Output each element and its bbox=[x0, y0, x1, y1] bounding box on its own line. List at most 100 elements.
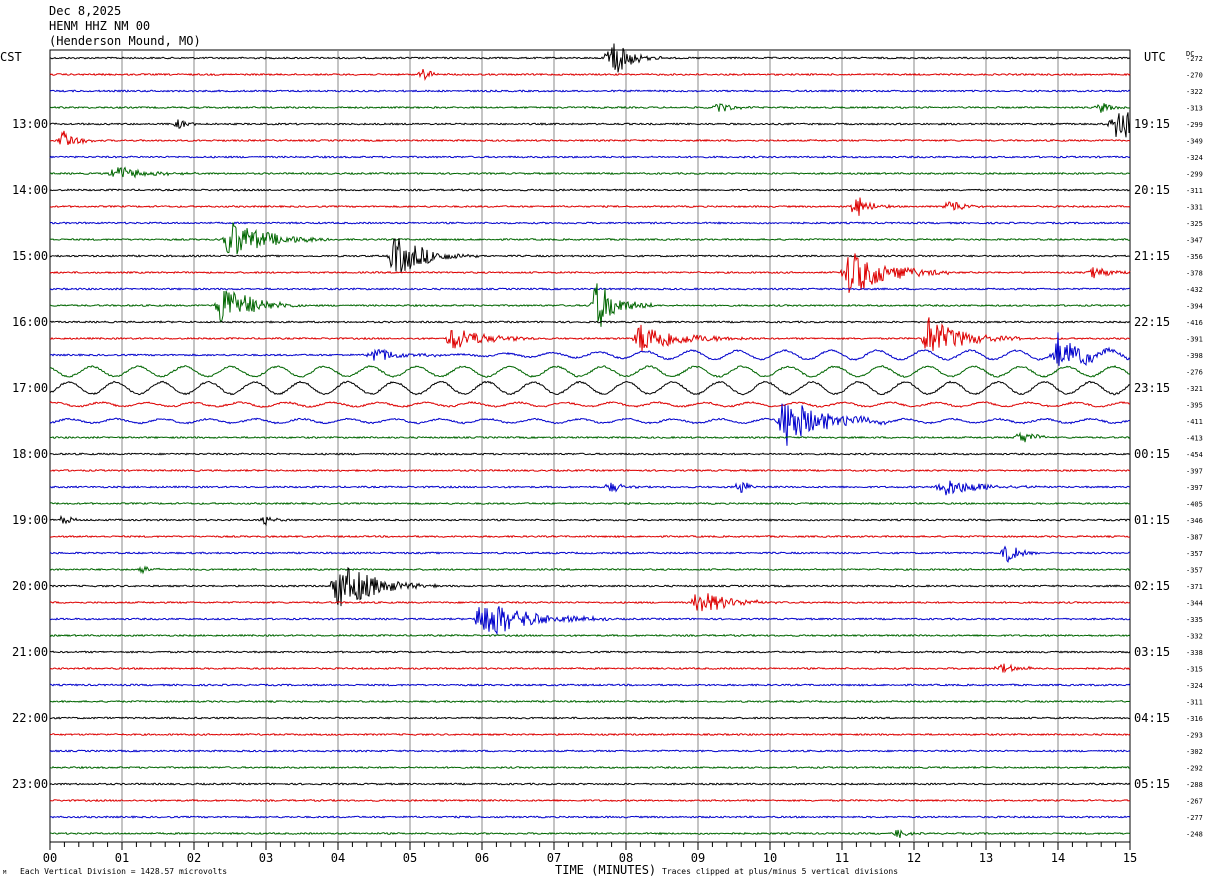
right-hour-label: 01:15 bbox=[1134, 513, 1170, 527]
dc-offset-value: -322 bbox=[1186, 88, 1203, 96]
trace-row-1 bbox=[49, 68, 1131, 81]
right-hour-label: 21:15 bbox=[1134, 249, 1170, 263]
trace-row-36 bbox=[49, 650, 1131, 654]
dc-offset-value: -299 bbox=[1186, 121, 1203, 129]
left-hour-label: 16:00 bbox=[12, 315, 48, 329]
right-hour-label: 05:15 bbox=[1134, 777, 1170, 791]
dc-offset-value: -357 bbox=[1186, 550, 1203, 558]
trace-row-10 bbox=[49, 221, 1131, 225]
trace-row-32 bbox=[49, 566, 1131, 607]
right-hour-label: 19:15 bbox=[1134, 117, 1170, 131]
dc-offset-value: -395 bbox=[1186, 402, 1203, 410]
trace-row-34 bbox=[49, 606, 1131, 636]
x-tick-label: 05 bbox=[403, 851, 417, 865]
trace-row-18 bbox=[49, 332, 1131, 366]
trace-row-23 bbox=[50, 431, 1131, 443]
dc-offset-value: -378 bbox=[1186, 270, 1203, 278]
station-code: HENM HHZ NM 00 bbox=[49, 19, 151, 33]
x-tick-label: 14 bbox=[1051, 851, 1065, 865]
trace-row-44 bbox=[49, 782, 1131, 786]
dc-offset-value: -398 bbox=[1186, 352, 1203, 360]
trace-row-15 bbox=[49, 283, 1131, 327]
dc-offset-value: -344 bbox=[1186, 600, 1203, 608]
trace-row-33 bbox=[49, 593, 1131, 612]
x-tick-label: 07 bbox=[547, 851, 561, 865]
right-hour-label: 00:15 bbox=[1134, 447, 1170, 461]
right-hour-label: 02:15 bbox=[1134, 579, 1170, 593]
left-timezone-label: CST bbox=[0, 50, 22, 64]
dc-offset-value: -325 bbox=[1186, 220, 1203, 228]
dc-offset-value: -397 bbox=[1186, 468, 1203, 476]
dc-offset-value: -411 bbox=[1186, 418, 1203, 426]
x-tick-label: 03 bbox=[259, 851, 273, 865]
dc-offset-value: -397 bbox=[1186, 484, 1203, 492]
trace-row-0 bbox=[49, 43, 1131, 73]
dc-offset-value: -267 bbox=[1186, 798, 1203, 806]
station-location: (Henderson Mound, MO) bbox=[49, 34, 201, 48]
trace-row-26 bbox=[49, 480, 1131, 496]
left-hour-label: 14:00 bbox=[12, 183, 48, 197]
dc-offset-value: -292 bbox=[1186, 765, 1203, 773]
dc-offset-value: -313 bbox=[1186, 105, 1203, 113]
left-hour-label: 23:00 bbox=[12, 777, 48, 791]
left-hour-label: 13:00 bbox=[12, 117, 48, 131]
trace-row-47 bbox=[49, 829, 1131, 839]
trace-row-35 bbox=[49, 633, 1131, 638]
x-tick-label: 13 bbox=[979, 851, 993, 865]
trace-row-20 bbox=[49, 380, 1131, 396]
dc-offset-value: -432 bbox=[1186, 286, 1203, 294]
scale-note: Each Vertical Division = 1428.57 microvo… bbox=[20, 867, 227, 876]
trace-row-7 bbox=[49, 166, 1131, 179]
x-tick-label: 12 bbox=[907, 851, 921, 865]
seismic-traces bbox=[49, 43, 1131, 839]
dc-offset-value: -331 bbox=[1186, 204, 1203, 212]
left-hour-label: 22:00 bbox=[12, 711, 48, 725]
trace-row-31 bbox=[49, 565, 1131, 575]
right-hour-label: 22:15 bbox=[1134, 315, 1170, 329]
dc-offset-value: -248 bbox=[1186, 831, 1203, 839]
trace-row-3 bbox=[49, 103, 1131, 113]
trace-row-11 bbox=[49, 222, 1131, 255]
dc-offset-value: -299 bbox=[1186, 171, 1203, 179]
right-hour-label: 04:15 bbox=[1134, 711, 1170, 725]
left-hour-label: 18:00 bbox=[12, 447, 48, 461]
trace-row-39 bbox=[49, 699, 1131, 704]
dc-offset-value: -324 bbox=[1186, 154, 1203, 162]
trace-row-46 bbox=[49, 815, 1131, 819]
minute-gridlines bbox=[121, 50, 1059, 842]
x-tick-label: 09 bbox=[691, 851, 705, 865]
trace-row-43 bbox=[49, 765, 1130, 770]
dc-offset-value: -346 bbox=[1186, 517, 1203, 525]
trace-row-40 bbox=[50, 716, 1131, 720]
dc-offset-value: -324 bbox=[1186, 682, 1203, 690]
trace-row-12 bbox=[49, 237, 1131, 273]
dc-offset-header: DC bbox=[1186, 50, 1194, 58]
trace-row-28 bbox=[49, 514, 1131, 527]
dc-offset-value: -391 bbox=[1186, 336, 1203, 344]
dc-offset-value: -405 bbox=[1186, 501, 1203, 509]
axis-labels: CST UTC DC TIME (MINUTES) ᴹ Each Vertica… bbox=[0, 50, 1203, 880]
trace-row-9 bbox=[49, 197, 1131, 216]
left-hour-label: 20:00 bbox=[12, 579, 48, 593]
trace-row-30 bbox=[49, 545, 1131, 563]
dc-offset-value: -311 bbox=[1186, 187, 1203, 195]
trace-row-6 bbox=[49, 155, 1131, 159]
trace-row-8 bbox=[49, 188, 1131, 192]
right-timezone-label: UTC bbox=[1144, 50, 1166, 64]
x-axis-title: TIME (MINUTES) bbox=[555, 863, 656, 877]
trace-row-24 bbox=[49, 452, 1131, 456]
trace-row-2 bbox=[49, 89, 1131, 93]
trace-row-21 bbox=[49, 401, 1131, 408]
trace-row-19 bbox=[49, 365, 1131, 378]
clip-note: Traces clipped at plus/minus 5 vertical … bbox=[662, 867, 898, 876]
x-axis-ticks: 00 01 02 03 04 05 06 07 08 09 10 11 12 13 14 15 bbox=[43, 842, 1137, 865]
x-tick-label: 08 bbox=[619, 851, 633, 865]
dc-offset-value: -338 bbox=[1186, 649, 1203, 657]
dc-offset-value: -347 bbox=[1186, 237, 1203, 245]
right-hour-label: 03:15 bbox=[1134, 645, 1170, 659]
plot-date: Dec 8,2025 bbox=[49, 4, 122, 18]
x-tick-label: 11 bbox=[835, 851, 849, 865]
trace-row-41 bbox=[49, 732, 1131, 737]
dc-offset-value: -277 bbox=[1186, 814, 1203, 822]
